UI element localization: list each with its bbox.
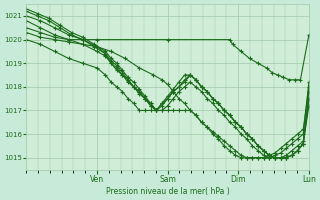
X-axis label: Pression niveau de la mer( hPa ): Pression niveau de la mer( hPa ) (106, 187, 229, 196)
